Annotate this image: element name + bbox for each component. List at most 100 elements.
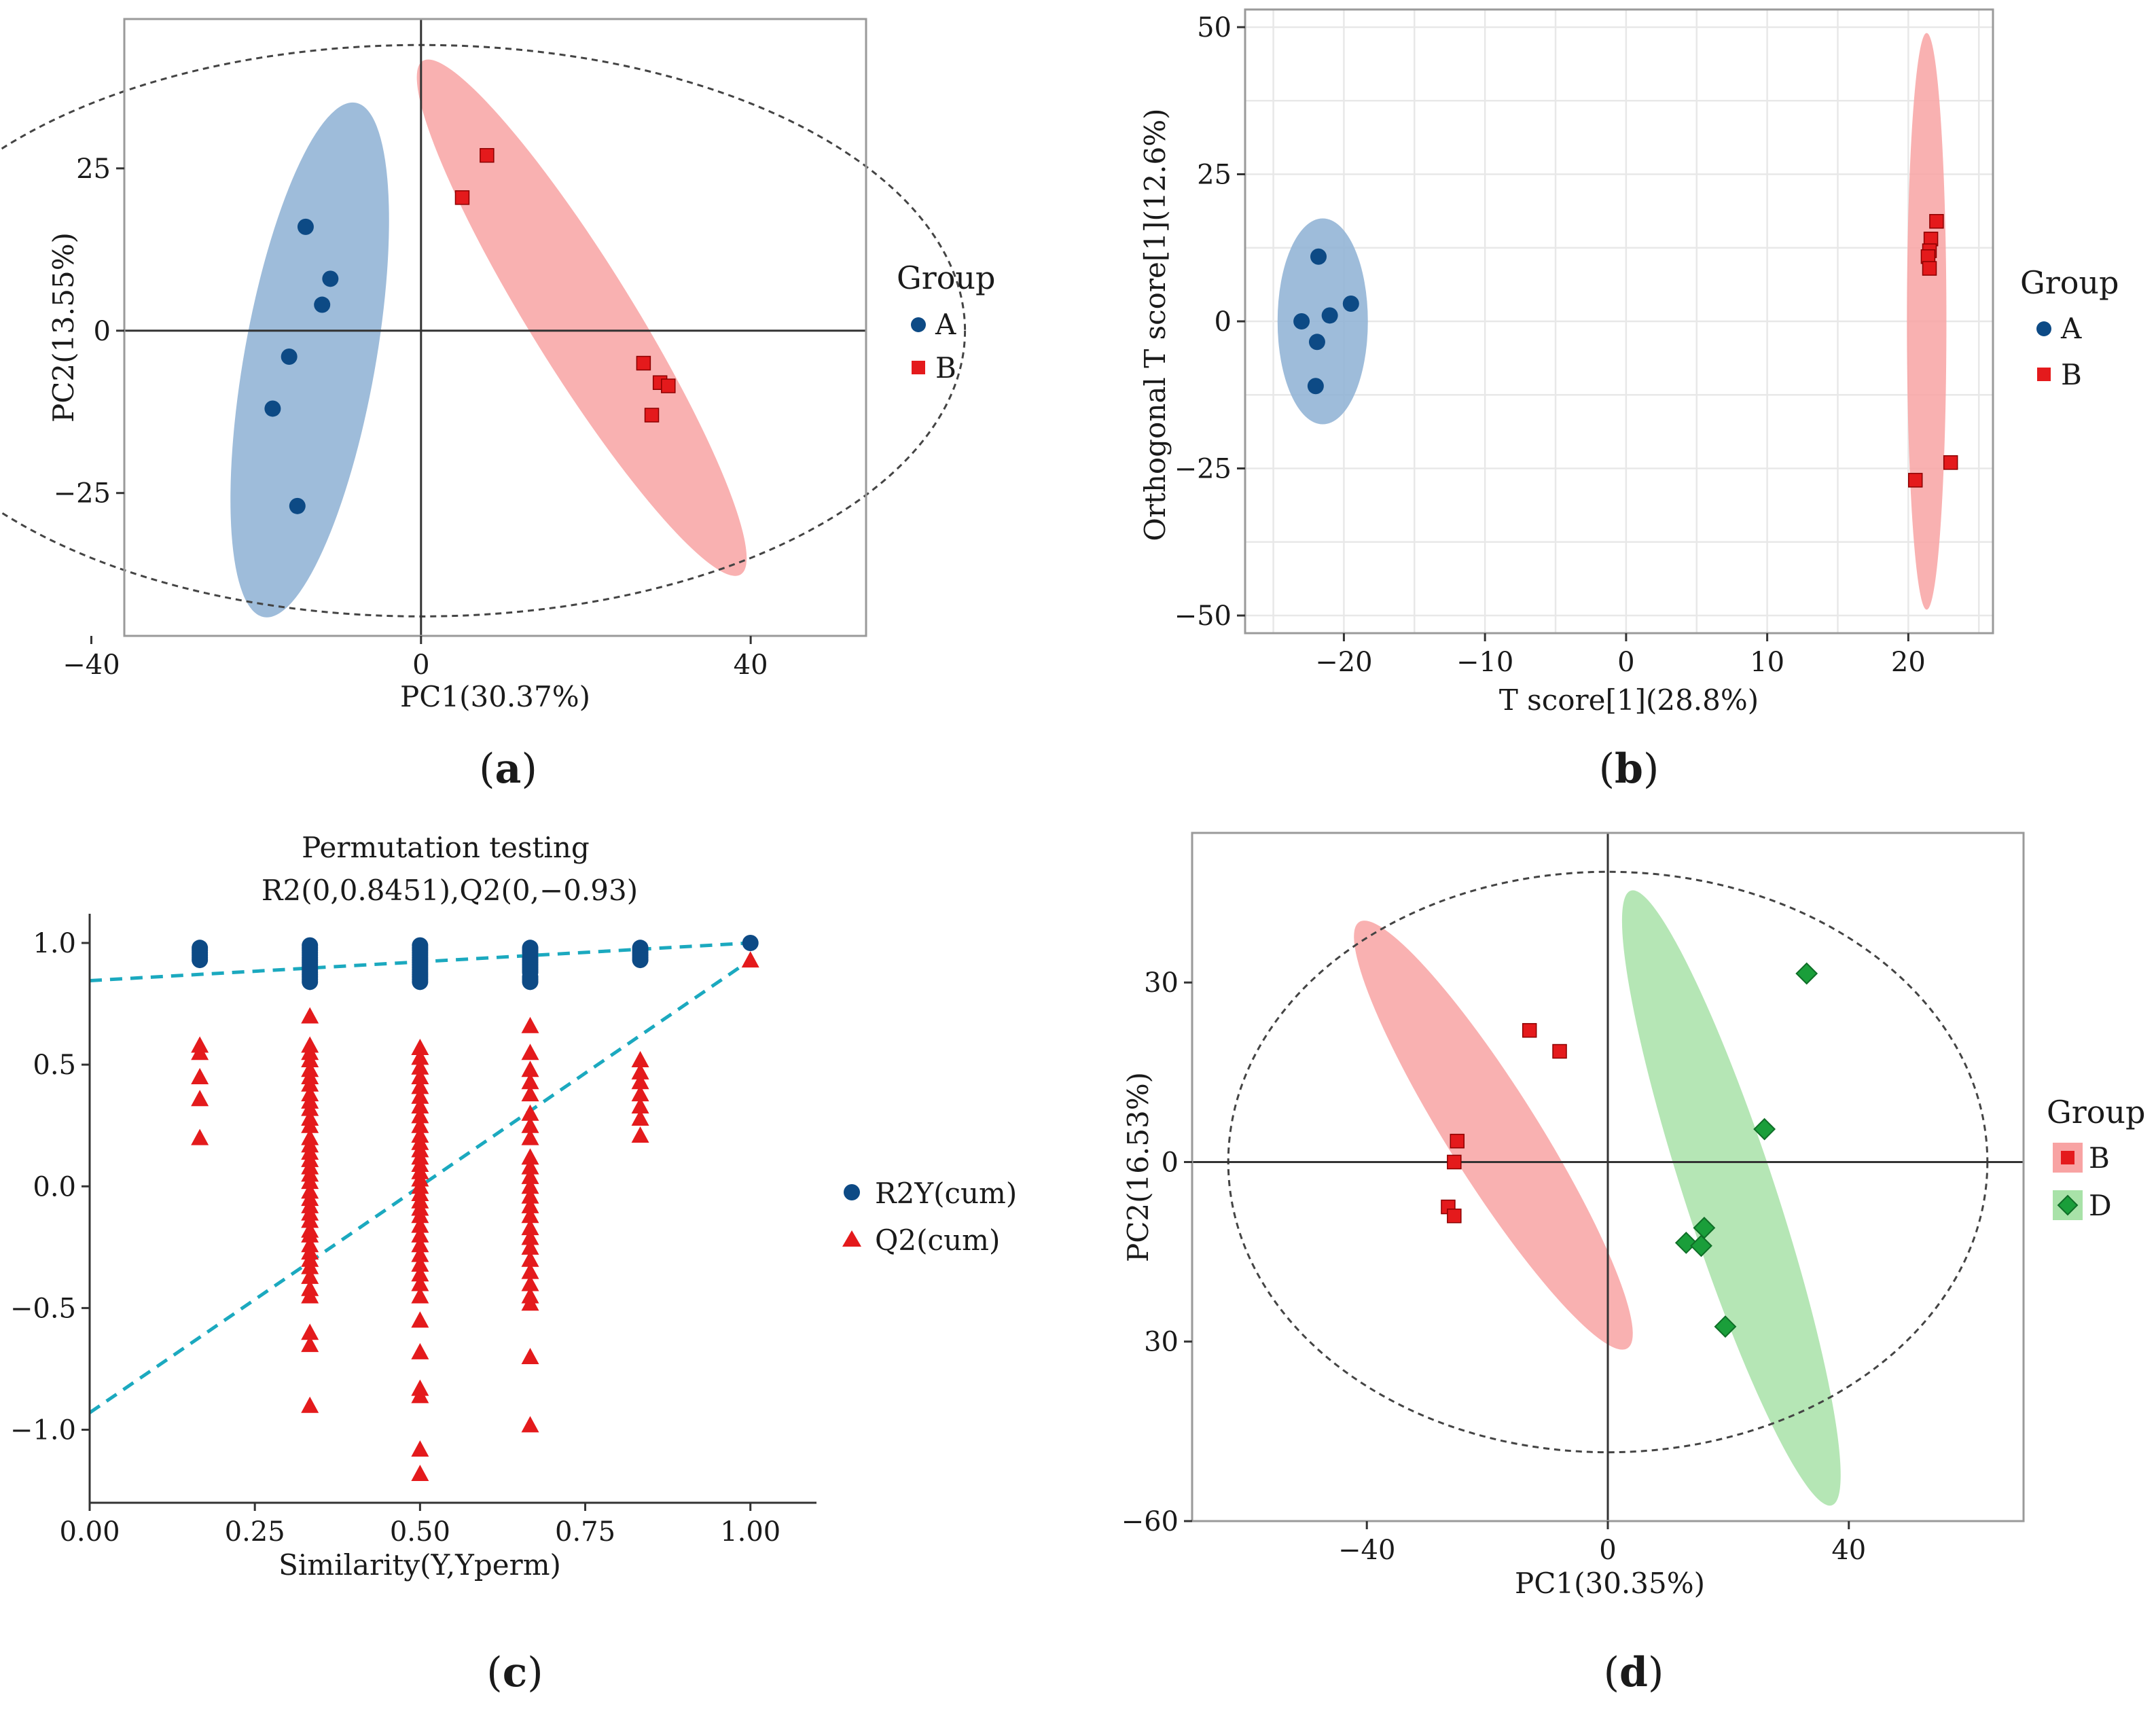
d-point-group-b (1447, 1209, 1462, 1224)
b-x-tick-label: 10 (1750, 647, 1784, 678)
panel-c-point-q2 (631, 1050, 649, 1067)
panel-c-point-q2 (411, 1116, 429, 1133)
panel-c-point-q2 (411, 1287, 429, 1304)
panel-c-point-q2 (411, 1274, 429, 1291)
panel-c-point-q2 (521, 1219, 539, 1236)
panel-c-point-r2y (742, 934, 759, 951)
panel-c-point-q2 (411, 1265, 429, 1282)
panel-a-zero-lines (124, 19, 866, 636)
panel-a-legend-label-b: B (935, 351, 956, 385)
panel-c-label-letter: c (503, 1649, 528, 1696)
panel-c-point-q2 (521, 1228, 539, 1245)
d-point-group-b (1552, 1044, 1567, 1059)
panel-b-confidence-ellipses (1277, 33, 1947, 610)
panel-c-point-q2 (301, 1173, 319, 1190)
d-x-tick-label: 40 (1831, 1535, 1866, 1566)
d-point-group-d (1690, 1234, 1712, 1258)
panel-a-y-axis-title: PC2(13.55%) (47, 232, 80, 423)
b-y-tick-label: 0 (1215, 306, 1232, 338)
c-y-tick-label: 0.5 (33, 1050, 76, 1081)
panel-c-point-q2 (521, 1187, 539, 1204)
panel-d-x-axis-title: PC1(30.35%) (1515, 1567, 1705, 1600)
c-y-tick-label: −0.5 (10, 1293, 76, 1324)
c-x-tick-label: 0.00 (59, 1516, 120, 1548)
a-point-group-a (297, 218, 314, 235)
a-point-group-b (644, 408, 660, 423)
c-x-tick-label: 0.75 (555, 1516, 615, 1548)
panel-c-point-q2 (521, 1416, 539, 1433)
b-point-group-a (1307, 378, 1324, 395)
panel-c-point-q2 (521, 1060, 539, 1077)
panel-c-legend-label-q2: Q2(cum) (875, 1224, 1000, 1257)
panel-b-label: (b) (1599, 745, 1659, 793)
panel-c-point-q2 (411, 1465, 429, 1482)
panel-c-regression-line-q2 (88, 959, 752, 1414)
a-point-group-b (661, 378, 676, 393)
b-x-tick-label: −10 (1456, 647, 1513, 678)
panel-c-point-q2 (411, 1207, 429, 1224)
panel-a-points (264, 147, 676, 514)
d-y-tick-label: 0 (1162, 1147, 1179, 1178)
panel-c-point-q2 (411, 1245, 429, 1262)
panel-c-point-q2 (301, 1226, 319, 1243)
c-y-tick-label: −1.0 (10, 1415, 76, 1446)
panel-b-y-axis-title: Orthogonal T score[1](12.6%) (1138, 108, 1172, 541)
panel-c-point-q2 (521, 1116, 539, 1133)
b-y-tick-label: −50 (1174, 601, 1232, 632)
panel-d-x-ticks: −40 0 40 (1338, 1521, 1866, 1566)
panel-c-point-q2 (301, 1211, 319, 1228)
panel-c-point-q2 (521, 1167, 539, 1184)
panel-c-point-q2 (411, 1097, 429, 1114)
panel-c-point-q2 (411, 1226, 429, 1243)
panel-a-x-axis-title: PC1(30.37%) (400, 680, 590, 713)
panel-c-point-q2 (521, 1274, 539, 1291)
panel-d-y-ticks: −60 30 0 30 (1121, 967, 1192, 1537)
b-point-group-a (1308, 334, 1325, 351)
panel-c-point-q2 (301, 1075, 319, 1092)
panel-c-point-q2 (411, 1107, 429, 1124)
panel-c-point-q2 (301, 1323, 319, 1340)
a-point-group-a (314, 296, 331, 313)
panel-a: −40 0 40 −25 0 25 PC1(30.37%) PC2(13.55%) Gr… (0, 18, 996, 793)
panel-c-point-q2 (191, 1068, 209, 1085)
panel-c-x-ticks: 0.00 0.25 0.50 0.75 1.00 (59, 1503, 780, 1548)
b-y-tick-label: 50 (1197, 12, 1232, 43)
panel-c-point-q2 (411, 1039, 429, 1056)
panel-d-legend-label-b: B (2089, 1141, 2110, 1175)
a-y-tick-label: 0 (94, 316, 111, 347)
panel-a-legend-title: Group (897, 260, 996, 296)
panel-d-legend-title: Group (2047, 1094, 2146, 1130)
c-x-tick-label: 0.50 (390, 1516, 450, 1548)
panel-d-ellipse-group-b (1354, 921, 1633, 1350)
panel-a-legend-marker-b (912, 361, 925, 374)
panel-d-legend-marker-d (2057, 1194, 2079, 1216)
panel-c-label: (c) (486, 1649, 543, 1696)
panel-c-point-q2 (411, 1255, 429, 1272)
d-point-group-b (1447, 1154, 1462, 1170)
panel-c-point-q2 (521, 1016, 539, 1033)
panel-c-y-ticks: −1.0 −0.5 0.0 0.5 1.0 (10, 928, 90, 1446)
panel-c-point-q2 (301, 1099, 319, 1116)
a-point-group-a (281, 349, 298, 365)
panel-c-point-q2 (521, 1128, 539, 1145)
b-point-group-b (1943, 455, 1958, 470)
b-y-tick-label: 25 (1197, 159, 1232, 190)
panel-c-point-q2 (411, 1048, 429, 1065)
b-point-group-b (1922, 261, 1937, 276)
panel-a-legend: Group A B (897, 260, 996, 385)
panel-d-legend-label-d: D (2089, 1189, 2112, 1222)
panel-c-point-q2 (301, 1396, 319, 1413)
panel-c-point-q2 (301, 1007, 319, 1024)
panel-c-point-q2 (411, 1387, 429, 1404)
panel-d-legend-marker-b (2061, 1151, 2074, 1164)
panel-b-ellipse-group-b (1907, 33, 1947, 610)
panel-c-point-q2 (411, 1440, 429, 1457)
panel-c: Permutation testing R2(0,0.8451),Q2(0,−0… (10, 831, 1017, 1696)
panel-c-point-r2y (192, 952, 209, 969)
panel-c-point-q2 (631, 1109, 649, 1126)
panel-c-title: Permutation testing (302, 831, 590, 864)
panel-c-point-q2 (301, 1050, 319, 1067)
panel-c-point-q2 (631, 1085, 649, 1102)
panel-a-ellipse-group-b (416, 59, 747, 576)
panel-b-legend: Group A B (2020, 264, 2119, 391)
